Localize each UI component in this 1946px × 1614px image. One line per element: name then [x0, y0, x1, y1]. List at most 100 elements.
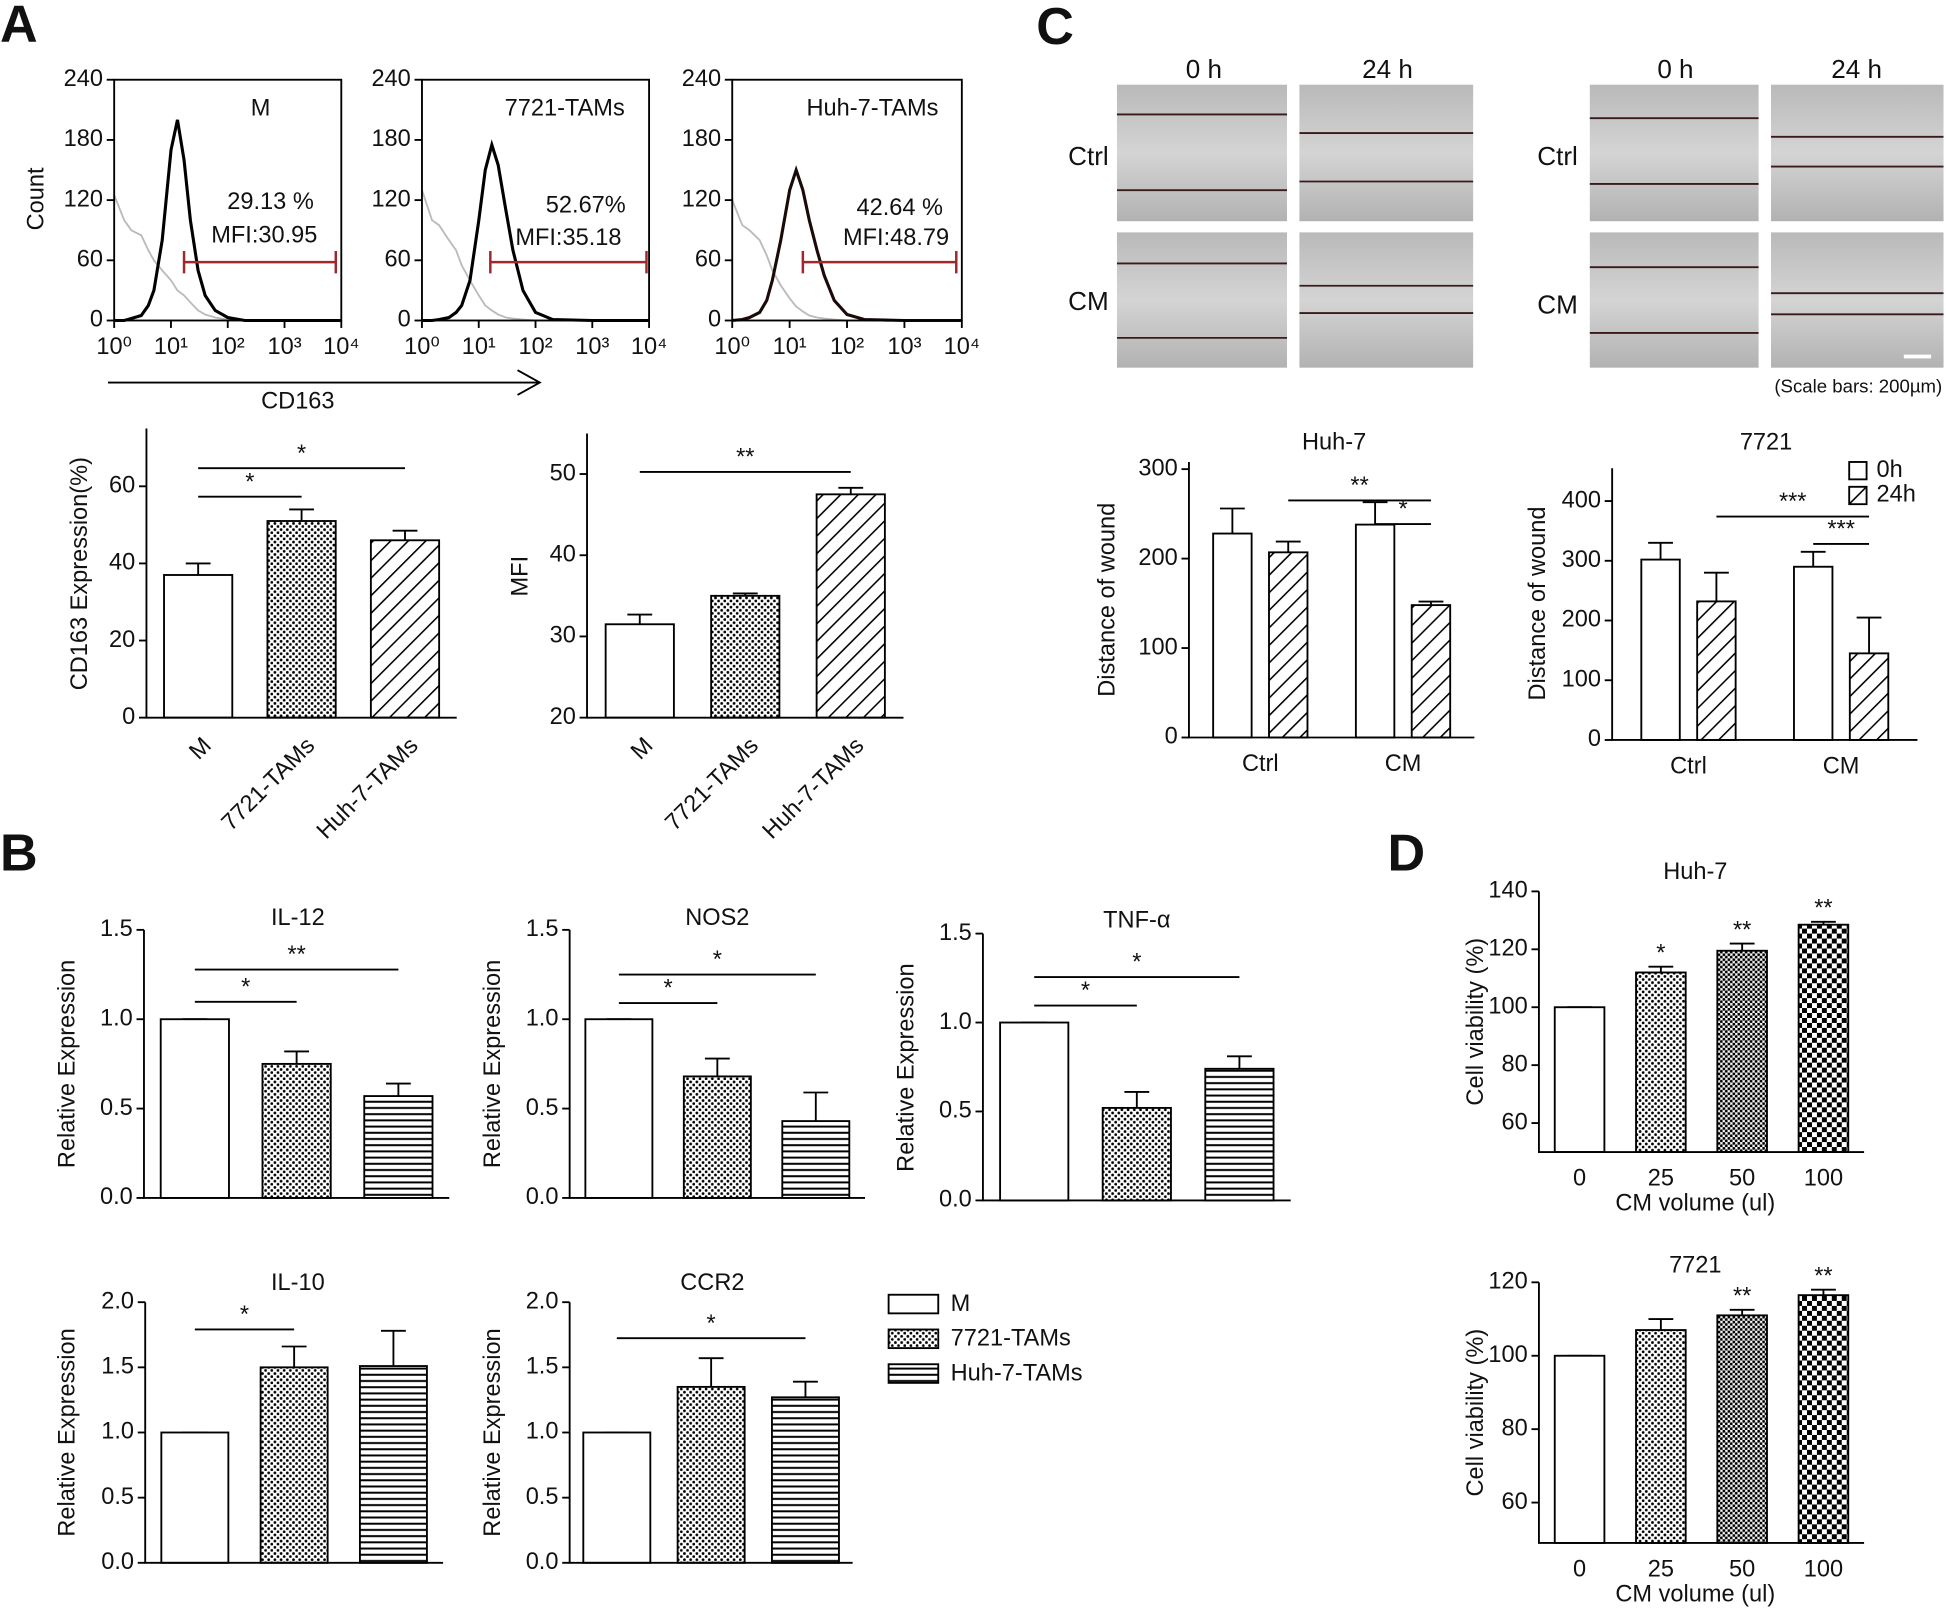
x-tick-label: 50 — [1729, 1555, 1755, 1581]
y-tick-label: 1.5 — [939, 919, 972, 945]
y-axis-label: Distance of wound — [1524, 506, 1550, 700]
y-tick-label: 2.0 — [526, 1287, 559, 1313]
y-tick-label: 1.0 — [526, 1418, 559, 1444]
x-tick-label: 25 — [1648, 1555, 1674, 1581]
x-tick-label: 25 — [1648, 1165, 1674, 1191]
legend-label: M — [951, 1290, 971, 1316]
bar — [604, 623, 675, 719]
bar — [369, 539, 441, 719]
y-axis-label: Relative Expression — [479, 1328, 505, 1536]
significance: * — [1081, 977, 1090, 1003]
y-tick-label: 100 — [1138, 633, 1177, 659]
significance: ** — [1814, 1262, 1832, 1288]
gate — [182, 251, 338, 274]
y-axis-label: Relative Expression — [479, 960, 505, 1168]
significance: * — [245, 468, 254, 494]
bar — [582, 1431, 652, 1564]
bar — [363, 1095, 434, 1199]
chart-title: Huh-7 — [1302, 429, 1366, 455]
y-tick-label: 0.5 — [526, 1094, 559, 1120]
y-tick-label: 0 — [90, 306, 103, 332]
bar — [1204, 1067, 1275, 1202]
y-tick-label: 120 — [682, 185, 721, 211]
micrograph — [1116, 84, 1287, 222]
y-tick-label: 80 — [1502, 1050, 1528, 1076]
annotation: MFI:30.95 — [211, 221, 317, 247]
x-tick-label: M — [184, 732, 216, 764]
bar — [1716, 1314, 1768, 1544]
x-tick-label: 100 — [1804, 1165, 1843, 1191]
bar — [163, 574, 234, 719]
panel-title: M — [251, 95, 271, 121]
bar — [710, 594, 781, 719]
y-tick-label: 100 — [1562, 665, 1601, 691]
legend-swatch — [887, 1293, 940, 1315]
bar — [676, 1385, 746, 1564]
chart-title: Huh-7 — [1663, 858, 1727, 884]
legend-label: 7721-TAMs — [951, 1325, 1071, 1351]
significance: ** — [1733, 1283, 1751, 1309]
x-tick-label: 10³ — [575, 333, 609, 359]
y-tick-label: 300 — [1562, 546, 1601, 572]
significance: ** — [1350, 472, 1368, 498]
y-tick-label: 0 — [708, 306, 721, 332]
chart-title: IL-10 — [271, 1269, 325, 1295]
bar — [1640, 558, 1681, 741]
y-tick-label: 60 — [109, 472, 135, 498]
y-axis-label: Count — [22, 167, 48, 230]
y-axis-label: Relative Expression — [892, 963, 918, 1171]
x-tick-label: Ctrl — [1242, 750, 1279, 776]
y-tick-label: 60 — [77, 246, 103, 272]
y-tick-label: 400 — [1562, 486, 1601, 512]
significance: * — [713, 946, 722, 972]
y-tick-label: 240 — [682, 65, 721, 91]
bar — [1797, 1294, 1850, 1544]
y-axis-label: CD163 Expression(%) — [66, 457, 92, 690]
y-tick-label: 20 — [550, 703, 576, 729]
panel-label: C — [1036, 0, 1074, 56]
bar — [1101, 1106, 1172, 1202]
significance: *** — [1827, 515, 1855, 541]
x-tick-label: 100 — [1804, 1555, 1843, 1581]
chart-title: 7721 — [1669, 1251, 1721, 1277]
panel-title: 7721-TAMs — [505, 95, 625, 121]
bar — [584, 1018, 654, 1199]
y-tick-label: 40 — [550, 540, 576, 566]
micrograph — [1771, 84, 1944, 222]
x-tick-label: Ctrl — [1670, 753, 1707, 779]
significance: * — [297, 440, 306, 466]
significance: * — [241, 973, 250, 999]
bar — [1696, 600, 1737, 741]
y-tick-label: 1.5 — [526, 915, 559, 941]
legend-label: 24h — [1877, 481, 1916, 507]
x-tick-label: 10¹ — [462, 333, 496, 359]
significance: * — [240, 1301, 249, 1327]
y-tick-label: 1.0 — [100, 1004, 133, 1030]
y-tick-label: 60 — [385, 246, 411, 272]
y-tick-label: 60 — [695, 246, 721, 272]
row-label: Ctrl — [1537, 141, 1578, 171]
x-axis-label: CD163 — [261, 388, 334, 414]
x-tick-label: 10⁴ — [631, 333, 667, 359]
y-tick-label: 50 — [550, 459, 576, 485]
y-tick-label: 30 — [550, 622, 576, 648]
y-tick-label: 1.5 — [101, 1353, 134, 1379]
y-tick-label: 60 — [1502, 1108, 1528, 1134]
significance: ** — [1814, 895, 1832, 921]
significance: * — [1132, 949, 1141, 975]
bar — [259, 1366, 329, 1564]
annotation: MFI:35.18 — [515, 224, 621, 250]
micrograph — [1589, 232, 1759, 368]
y-tick-label: 240 — [371, 65, 410, 91]
time-label: 0 h — [1186, 54, 1222, 84]
x-tick-label: 10¹ — [154, 333, 188, 359]
significance: *** — [1779, 488, 1807, 514]
micrograph — [1299, 84, 1474, 222]
significance: ** — [736, 443, 754, 469]
y-tick-label: 0.5 — [526, 1483, 559, 1509]
y-tick-label: 300 — [1138, 454, 1177, 480]
legend-swatch — [1848, 461, 1868, 481]
significance: * — [707, 1310, 716, 1336]
x-axis-label: CM volume (ul) — [1615, 1580, 1775, 1606]
y-tick-label: 200 — [1138, 544, 1177, 570]
